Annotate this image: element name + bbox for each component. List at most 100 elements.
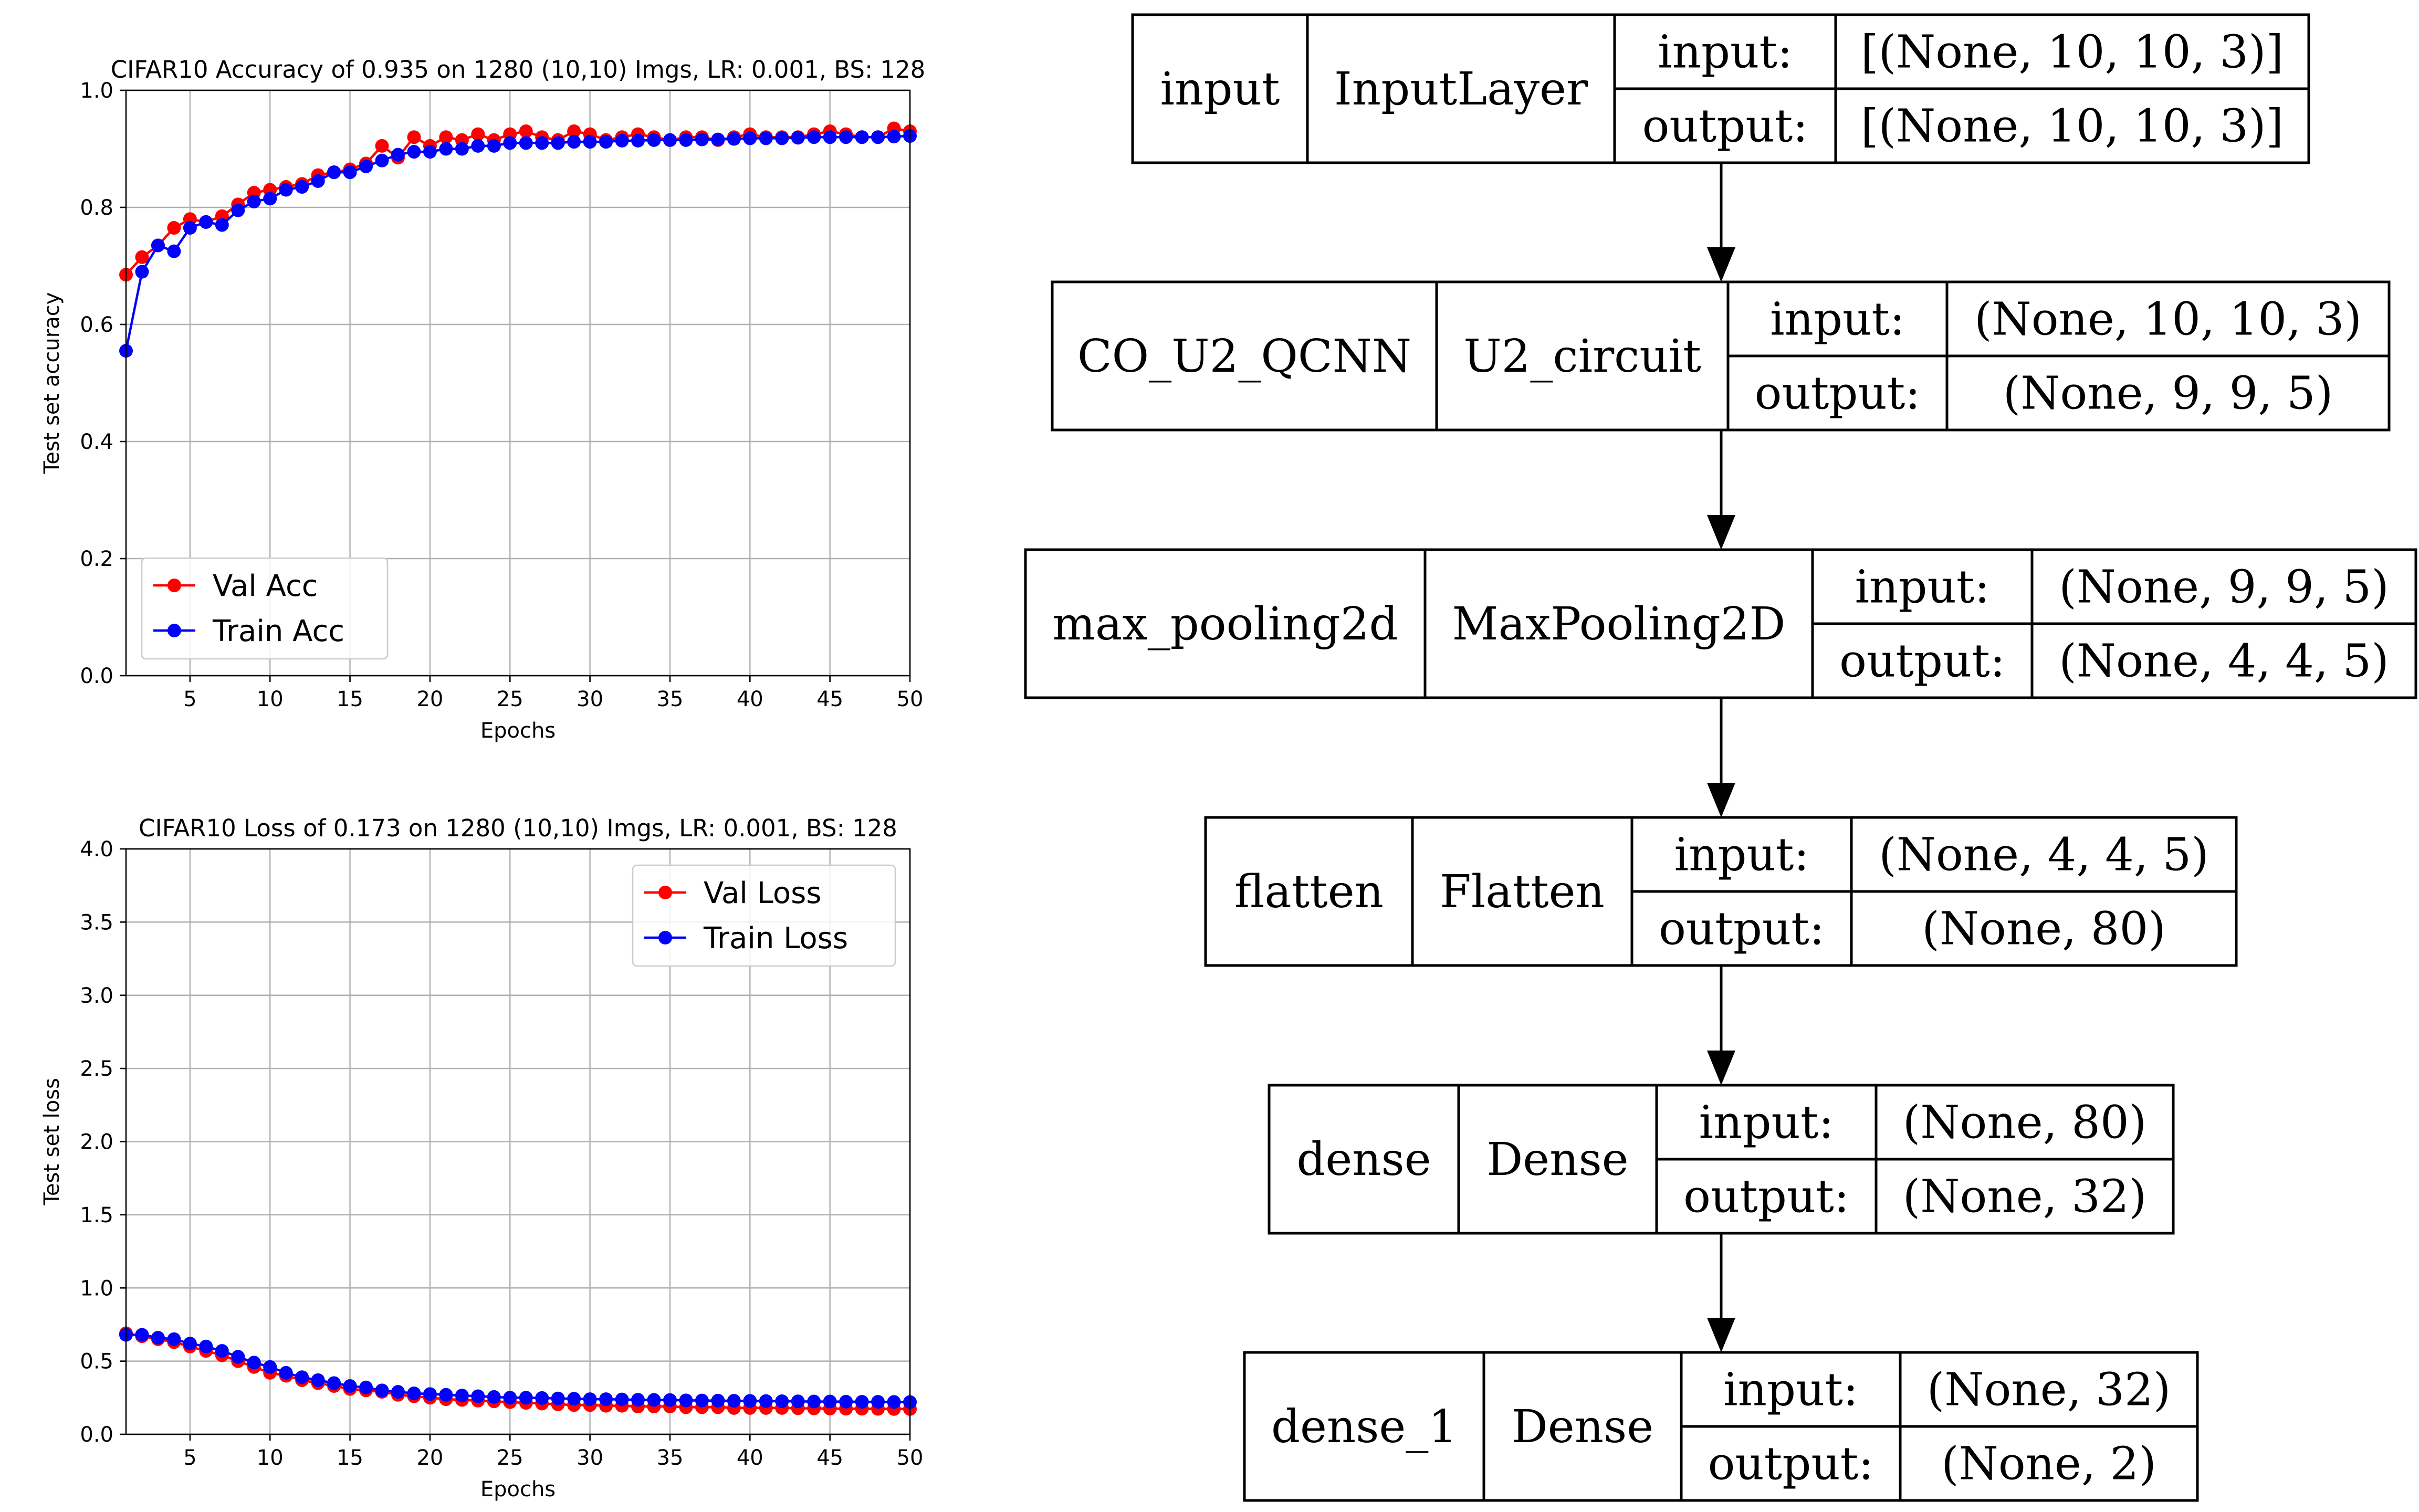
loss-series-1-point xyxy=(679,1393,693,1408)
acc-series-1-point xyxy=(199,215,213,229)
input-shape: (None, 9, 9, 5) xyxy=(2059,561,2389,614)
acc-x-tick-label: 15 xyxy=(337,687,363,711)
loss-legend: Val Loss Train Loss xyxy=(632,864,896,967)
acc-series-1-point xyxy=(631,133,645,148)
acc-series-1-point xyxy=(279,183,293,197)
acc-series-1-point xyxy=(455,142,469,156)
layer-type: Dense xyxy=(1486,1133,1628,1186)
loss-series-1-point xyxy=(855,1395,869,1409)
loss-x-tick-label: 40 xyxy=(737,1446,763,1470)
acc-x-tick-label: 5 xyxy=(183,687,196,711)
loss-y-tick-label: 3.0 xyxy=(80,984,113,1008)
acc-series-1-point xyxy=(679,133,693,147)
loss-legend-marker-1 xyxy=(658,931,672,944)
loss-x-tick-label: 50 xyxy=(897,1446,924,1470)
loss-series-1-point xyxy=(519,1391,533,1405)
loss-series-1-point xyxy=(871,1395,885,1409)
loss-series-1-point xyxy=(183,1337,197,1351)
loss-series-1-point xyxy=(663,1393,677,1407)
arrow-head xyxy=(1707,247,1735,282)
loss-series-1-point xyxy=(167,1332,181,1346)
loss-y-tick-label: 0.0 xyxy=(80,1423,113,1447)
acc-series-1-point xyxy=(343,165,357,180)
output-shape: (None, 32) xyxy=(1903,1171,2147,1223)
acc-series-1-point xyxy=(247,194,261,208)
layer-node-flatten: flatten Flatten input: (None, 4, 4, 5) outpu… xyxy=(1204,816,2238,967)
loss-series-1-point xyxy=(615,1392,629,1406)
acc-series-1-point xyxy=(407,145,421,159)
acc-axes-frame xyxy=(125,89,911,677)
acc-legend-box xyxy=(141,557,389,660)
acc-series-1-point xyxy=(231,203,245,217)
input-shape: (None, 4, 4, 5) xyxy=(1879,829,2209,881)
acc-x-axis-label: Epochs xyxy=(480,719,556,743)
loss-series-1-point xyxy=(823,1394,837,1409)
loss-series-1-point xyxy=(135,1328,149,1342)
loss-series-1-point xyxy=(471,1389,485,1403)
loss-x-tick-label: 5 xyxy=(183,1446,196,1470)
acc-x-tick-label: 50 xyxy=(897,687,924,711)
loss-series-1-point xyxy=(311,1373,325,1387)
input-shape: (None, 80) xyxy=(1903,1097,2147,1149)
layer-type: InputLayer xyxy=(1334,63,1588,116)
loss-series-1-point xyxy=(535,1391,549,1405)
acc-legend-label-1: Train Acc xyxy=(212,614,344,648)
loss-legend-label-1: Train Loss xyxy=(703,921,848,956)
loss-series-1-point xyxy=(631,1393,645,1407)
acc-series-0-point xyxy=(407,130,421,144)
acc-y-tick-label: 0.2 xyxy=(80,547,113,571)
layer-name: flatten xyxy=(1234,866,1384,918)
input-shape: [(None, 10, 10, 3)] xyxy=(1861,26,2284,79)
acc-series-1-point xyxy=(183,221,197,235)
loss-series-1-point xyxy=(759,1394,773,1408)
loss-y-tick-label: 4.0 xyxy=(80,837,113,862)
loss-x-axis-label: Epochs xyxy=(480,1477,556,1502)
acc-series-0-point xyxy=(135,250,149,264)
loss-series-1-point xyxy=(599,1392,613,1406)
output-label: output: xyxy=(1839,635,2005,688)
loss-chart-title: CIFAR10 Loss of 0.173 on 1280 (10,10) Im… xyxy=(139,814,897,842)
acc-series-0-point xyxy=(167,221,181,235)
layer-node-max-pooling2d: max_pooling2d MaxPooling2D input: (None, 9,… xyxy=(1024,548,2417,699)
acc-series-1-point xyxy=(791,131,805,145)
acc-series-1-point xyxy=(439,142,453,156)
layer-type: Dense xyxy=(1512,1401,1653,1453)
acc-series-1-point xyxy=(775,131,789,145)
acc-series-0-point xyxy=(439,130,453,144)
arrow-head xyxy=(1707,1051,1735,1085)
flow-arrow xyxy=(1707,698,1735,817)
acc-series-1-point xyxy=(727,132,741,146)
acc-series-1-point xyxy=(711,132,725,146)
arrow-head xyxy=(1707,1318,1735,1352)
acc-y-tick-label: 0.8 xyxy=(80,196,113,220)
output-shape: (None, 9, 9, 5) xyxy=(2003,368,2333,420)
loss-x-tick-label: 10 xyxy=(257,1446,284,1470)
loss-series-1-point xyxy=(375,1383,389,1398)
acc-legend: Val Acc Train Acc xyxy=(141,557,389,660)
acc-x-tick-label: 35 xyxy=(657,687,684,711)
flow-arrow xyxy=(1707,965,1735,1085)
loss-series-1-point xyxy=(247,1356,261,1370)
loss-series-1-point xyxy=(807,1394,821,1409)
loss-series-1-point xyxy=(839,1394,853,1409)
loss-series-1-point xyxy=(327,1376,341,1390)
loss-series-1-point xyxy=(263,1360,277,1374)
input-label: input: xyxy=(1855,561,1990,614)
layer-name: dense xyxy=(1296,1133,1431,1186)
loss-series-1-point xyxy=(391,1385,405,1399)
loss-series-1-point xyxy=(503,1391,517,1405)
layer-node-dense-1: dense_1 Dense input: (None, 32) output: (None… xyxy=(1243,1351,2199,1502)
acc-legend-label-0: Val Acc xyxy=(213,569,318,603)
loss-series-1-point xyxy=(423,1387,437,1401)
loss-series-1-point xyxy=(647,1393,661,1407)
acc-series-1-point xyxy=(583,135,597,149)
layer-name: input xyxy=(1160,63,1280,116)
accuracy-chart: 5 10 15 20 25 30 35 40 45 50 0.0 0.2 0.4 0.6 0.8 1.0CIF… xyxy=(40,56,925,743)
acc-x-tick-label: 25 xyxy=(497,687,523,711)
loss-series-1-point xyxy=(151,1331,165,1345)
output-shape: (None, 4, 4, 5) xyxy=(2059,635,2389,688)
acc-series-1-point xyxy=(551,136,565,150)
acc-series-0-point xyxy=(471,127,485,141)
loss-series-1-point xyxy=(487,1390,501,1404)
